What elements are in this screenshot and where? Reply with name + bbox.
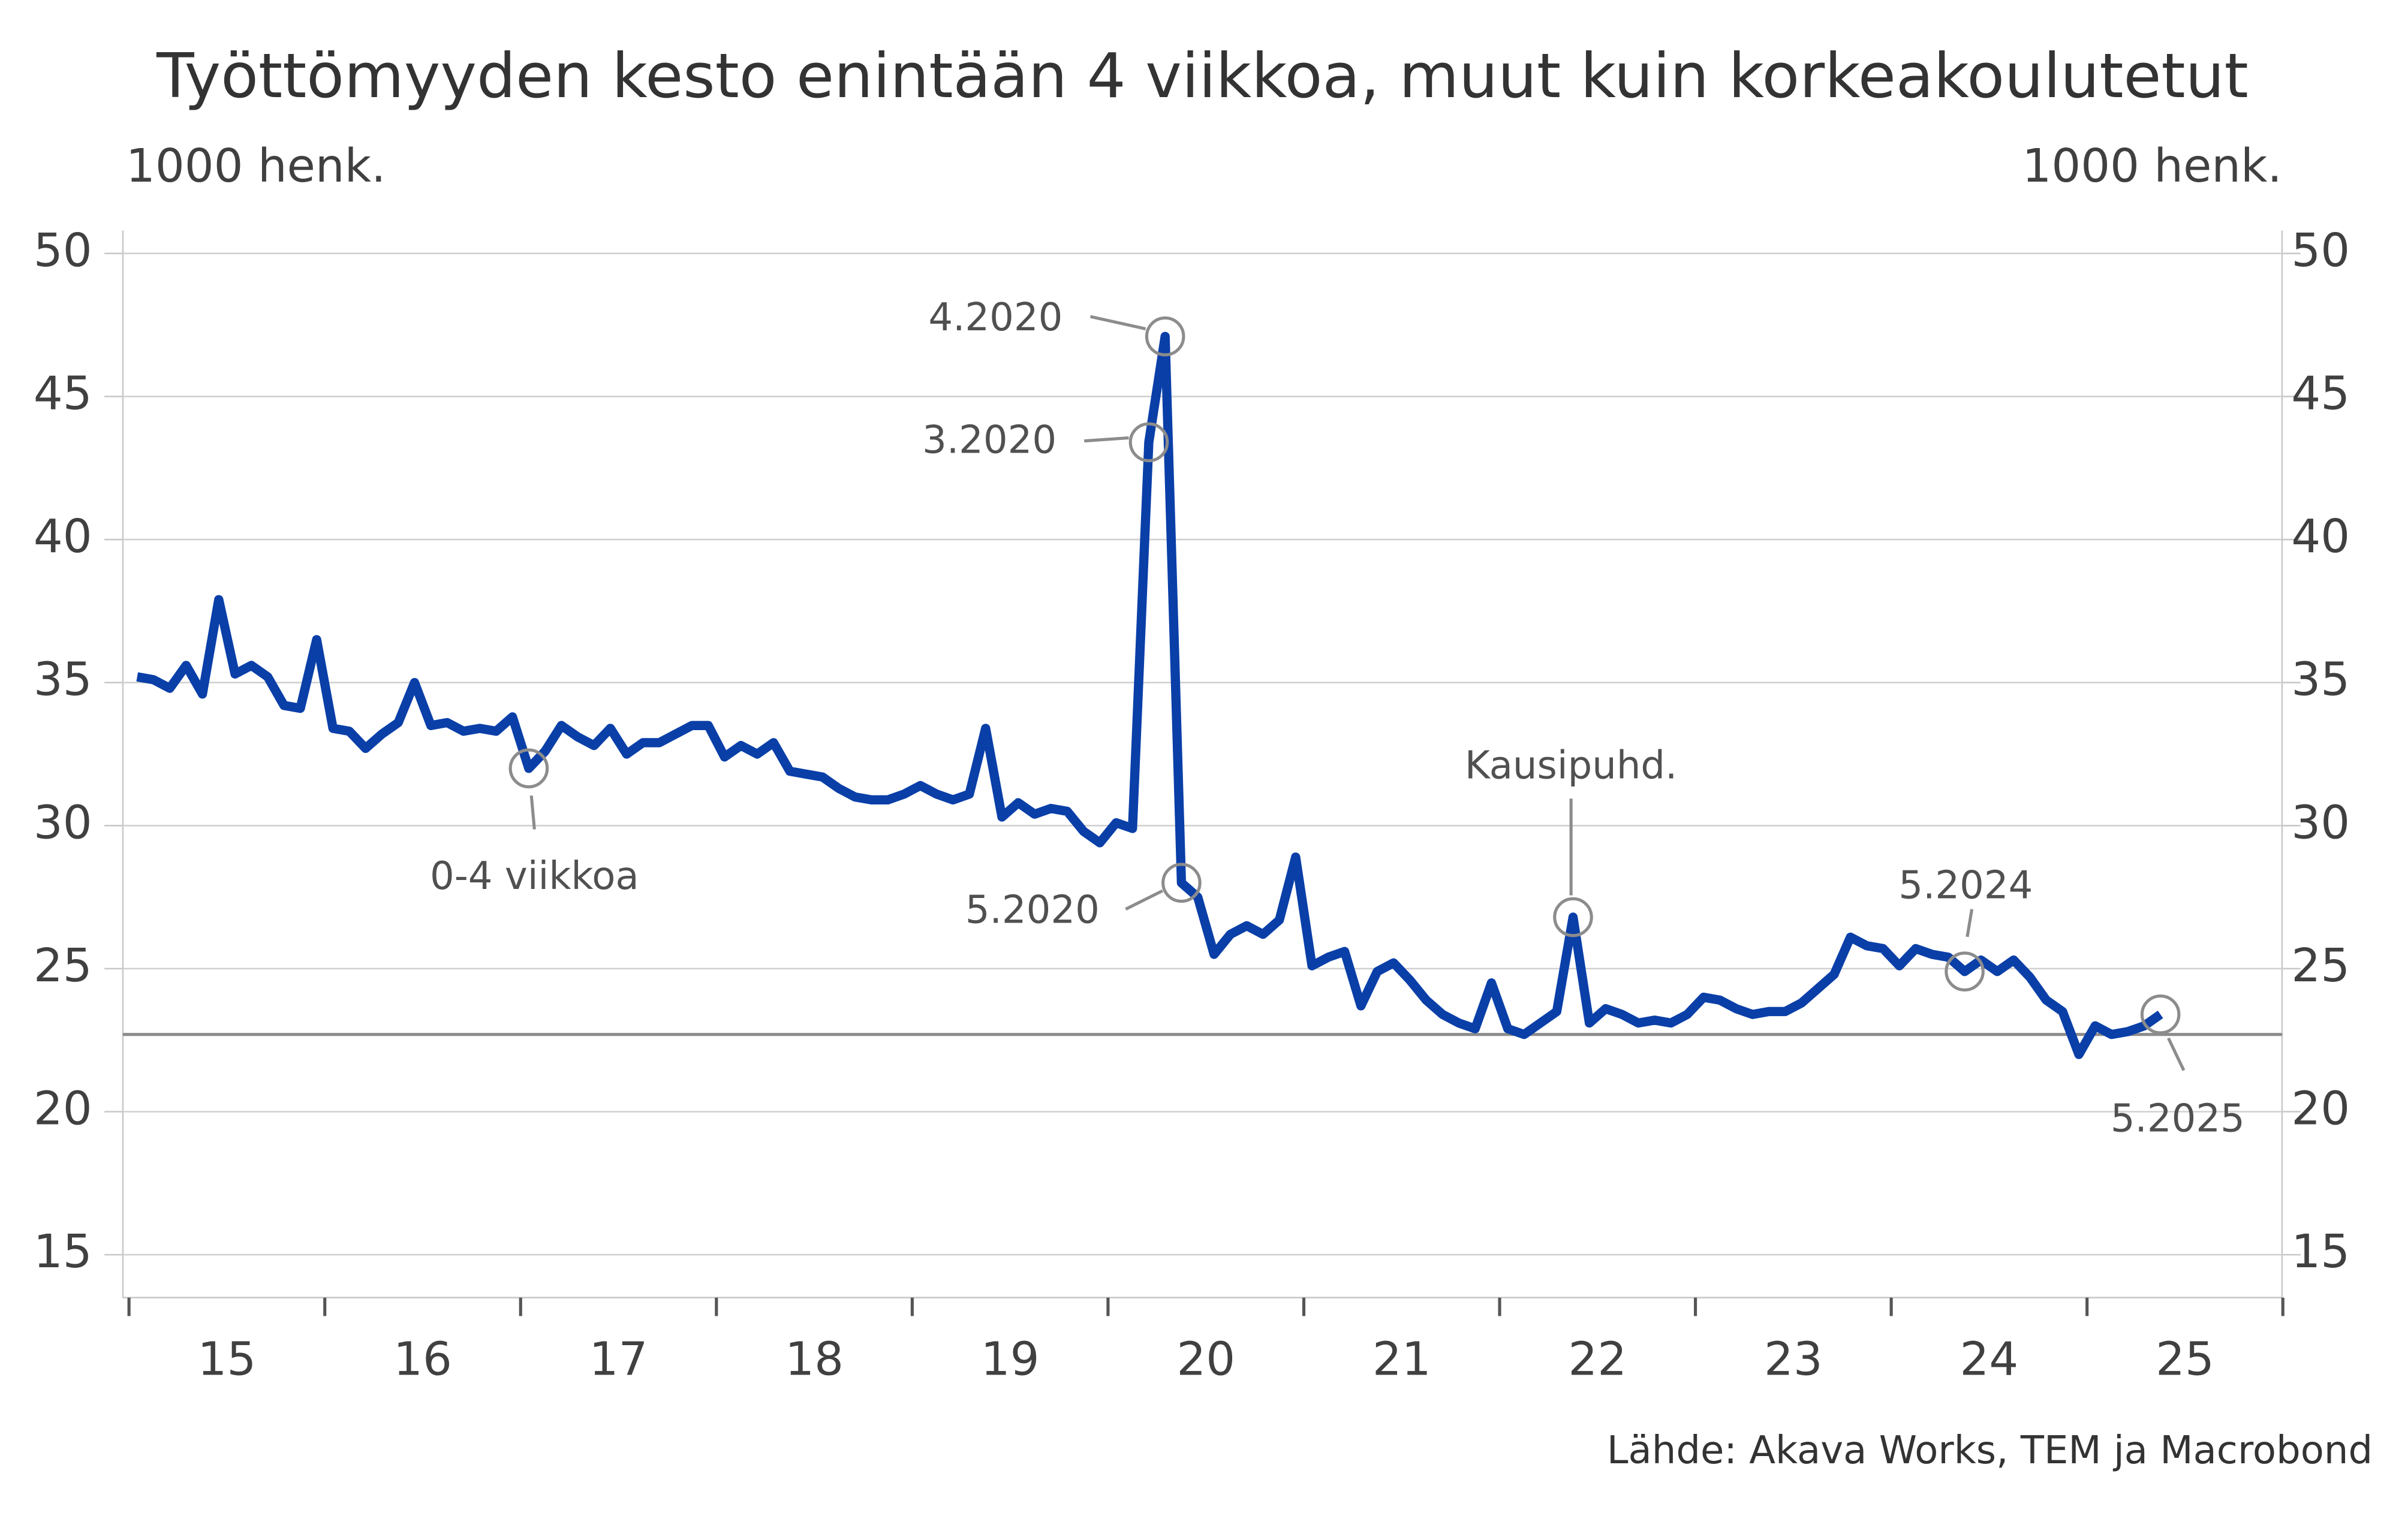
annotation-label: 4.2020 xyxy=(928,296,1062,340)
y2-tick-label: 35 xyxy=(2291,653,2350,707)
y2-tick-label: 40 xyxy=(2291,510,2350,563)
x-tick-label: 20 xyxy=(1176,1333,1235,1386)
annotation-label: Kausipuhd. xyxy=(1465,744,1678,788)
y2-tick-label: 20 xyxy=(2291,1082,2350,1135)
y2-axis-label: 1000 henk. xyxy=(2022,140,2282,193)
annotation-leader xyxy=(1125,889,1163,911)
y-tick-label: 40 xyxy=(34,510,92,563)
y-axis-label: 1000 henk. xyxy=(126,140,386,193)
x-tick-label: 21 xyxy=(1372,1333,1431,1386)
x-tick-label: 24 xyxy=(1960,1333,2019,1386)
y2-tick-label: 30 xyxy=(2291,796,2350,849)
annotation-leader xyxy=(1084,436,1129,443)
annotation-leader xyxy=(1089,315,1146,331)
annotation-marker xyxy=(1145,316,1185,357)
y-tick-label: 35 xyxy=(34,653,92,707)
y2-tick-label: 15 xyxy=(2291,1225,2350,1279)
x-tick-label: 15 xyxy=(198,1333,257,1386)
annotation-label: 0-4 viikkoa xyxy=(430,854,639,899)
x-tick-label: 23 xyxy=(1764,1333,1823,1386)
y-tick-label: 15 xyxy=(34,1225,92,1279)
x-tick-label: 17 xyxy=(589,1333,648,1386)
annotation-marker xyxy=(1553,897,1593,938)
x-tick-label: 16 xyxy=(393,1333,452,1386)
y2-tick-label: 25 xyxy=(2291,939,2350,993)
y-tick-label: 25 xyxy=(34,939,92,993)
annotation-marker xyxy=(1161,863,1202,903)
y-tick-label: 50 xyxy=(34,224,92,278)
annotation-marker xyxy=(508,748,549,789)
annotation-label: 3.2020 xyxy=(922,418,1056,463)
y2-tick-label: 50 xyxy=(2291,224,2350,278)
annotation-label: 5.2020 xyxy=(965,888,1100,932)
x-tick-label: 25 xyxy=(2156,1333,2214,1386)
y2-tick-label: 45 xyxy=(2291,367,2350,420)
annotation-marker xyxy=(1945,951,1985,991)
y-tick-label: 45 xyxy=(34,367,92,420)
x-tick-label: 22 xyxy=(1568,1333,1627,1386)
source: Lähde: Akava Works, TEM ja Macrobond xyxy=(1607,1428,2373,1473)
annotation-marker xyxy=(2140,994,2181,1035)
annotation-leader xyxy=(1965,909,1974,938)
annotation-label: 5.2025 xyxy=(2111,1097,2245,1141)
y-tick-label: 20 xyxy=(34,1082,92,1135)
annotation-label: 5.2024 xyxy=(1898,863,2033,908)
annotation-marker xyxy=(1128,422,1169,463)
annotation-leader xyxy=(2167,1037,2186,1071)
annotation-leader xyxy=(529,795,536,830)
x-tick-label: 18 xyxy=(785,1333,844,1386)
x-tick-label: 19 xyxy=(981,1333,1040,1386)
y-tick-label: 30 xyxy=(34,796,92,849)
data-line xyxy=(136,331,2163,1059)
chart-title: Työttömyyden kesto enintään 4 viikkoa, m… xyxy=(156,41,2249,112)
